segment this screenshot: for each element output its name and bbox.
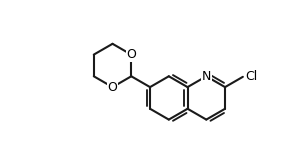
Text: Cl: Cl [246, 70, 258, 83]
Text: O: O [126, 48, 136, 61]
Text: O: O [107, 81, 117, 94]
Text: N: N [201, 70, 211, 83]
